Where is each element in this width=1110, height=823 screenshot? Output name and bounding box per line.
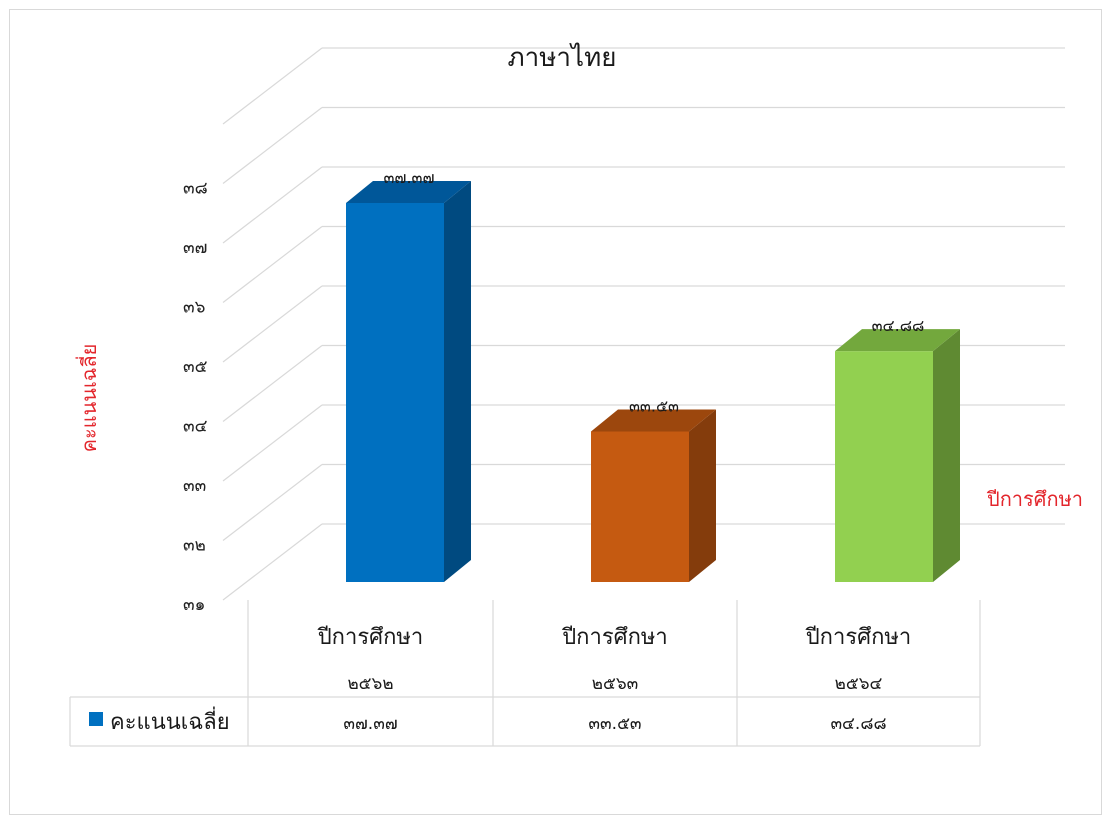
bar <box>346 202 444 583</box>
bar-top <box>835 329 960 352</box>
data-label: ๓๗.๓๗ <box>383 168 434 187</box>
table-value: ๓๓.๕๓ <box>588 714 641 734</box>
bars-layer <box>346 180 960 583</box>
y-axis-label: คะแนนเฉลี่ย <box>75 344 101 453</box>
y-tick-label: ๓๔ <box>183 417 208 437</box>
y-tick-label: ๓๗ <box>183 238 207 258</box>
legend-label: คะแนนเฉลี่ย <box>110 706 230 735</box>
bar-top <box>346 180 471 203</box>
bar-top <box>591 409 716 432</box>
grid-diagonal <box>222 285 323 363</box>
grid-diagonal <box>222 47 323 125</box>
y-tick-label: ๓๕ <box>183 357 208 377</box>
category-label: ปีการศึกษา <box>561 625 668 650</box>
grid-diagonal <box>222 226 323 303</box>
grid-diagonal <box>222 107 323 184</box>
grid-diagonal <box>222 404 323 482</box>
bar <box>835 351 933 582</box>
table-value: ๓๗.๓๗ <box>343 714 397 734</box>
category-year: ๒๕๖๔ <box>835 674 883 694</box>
grid-diagonal <box>222 464 323 541</box>
category-year: ๒๕๖๓ <box>592 674 638 694</box>
y-tick-label: ๓๑ <box>183 595 205 615</box>
y-tick-label: ๓๖ <box>183 298 205 318</box>
y-tick-label: ๓๓ <box>183 476 206 496</box>
bar-side <box>444 180 471 583</box>
category-label: ปีการศึกษา <box>317 625 424 650</box>
category-label: ปีการศึกษา <box>805 625 912 650</box>
category-year: ๒๕๖๒ <box>347 674 393 694</box>
bar-side <box>689 409 716 582</box>
grid-diagonal <box>222 345 323 422</box>
grid-diagonal <box>222 523 323 601</box>
bar-side <box>933 329 960 582</box>
grid-diagonal <box>222 166 323 244</box>
y-tick-label: ๓๘ <box>183 179 208 199</box>
bar <box>591 431 689 582</box>
y-tick-label: ๓๒ <box>183 536 206 556</box>
data-label: ๓๓.๕๓ <box>629 396 679 415</box>
legend-swatch <box>89 712 103 726</box>
table-value: ๓๔.๘๘ <box>830 714 886 734</box>
chart-title: ภาษาไทย <box>508 42 617 73</box>
data-label: ๓๔.๘๘ <box>872 316 925 335</box>
x-axis-label: ปีการศึกษา <box>987 487 1083 511</box>
